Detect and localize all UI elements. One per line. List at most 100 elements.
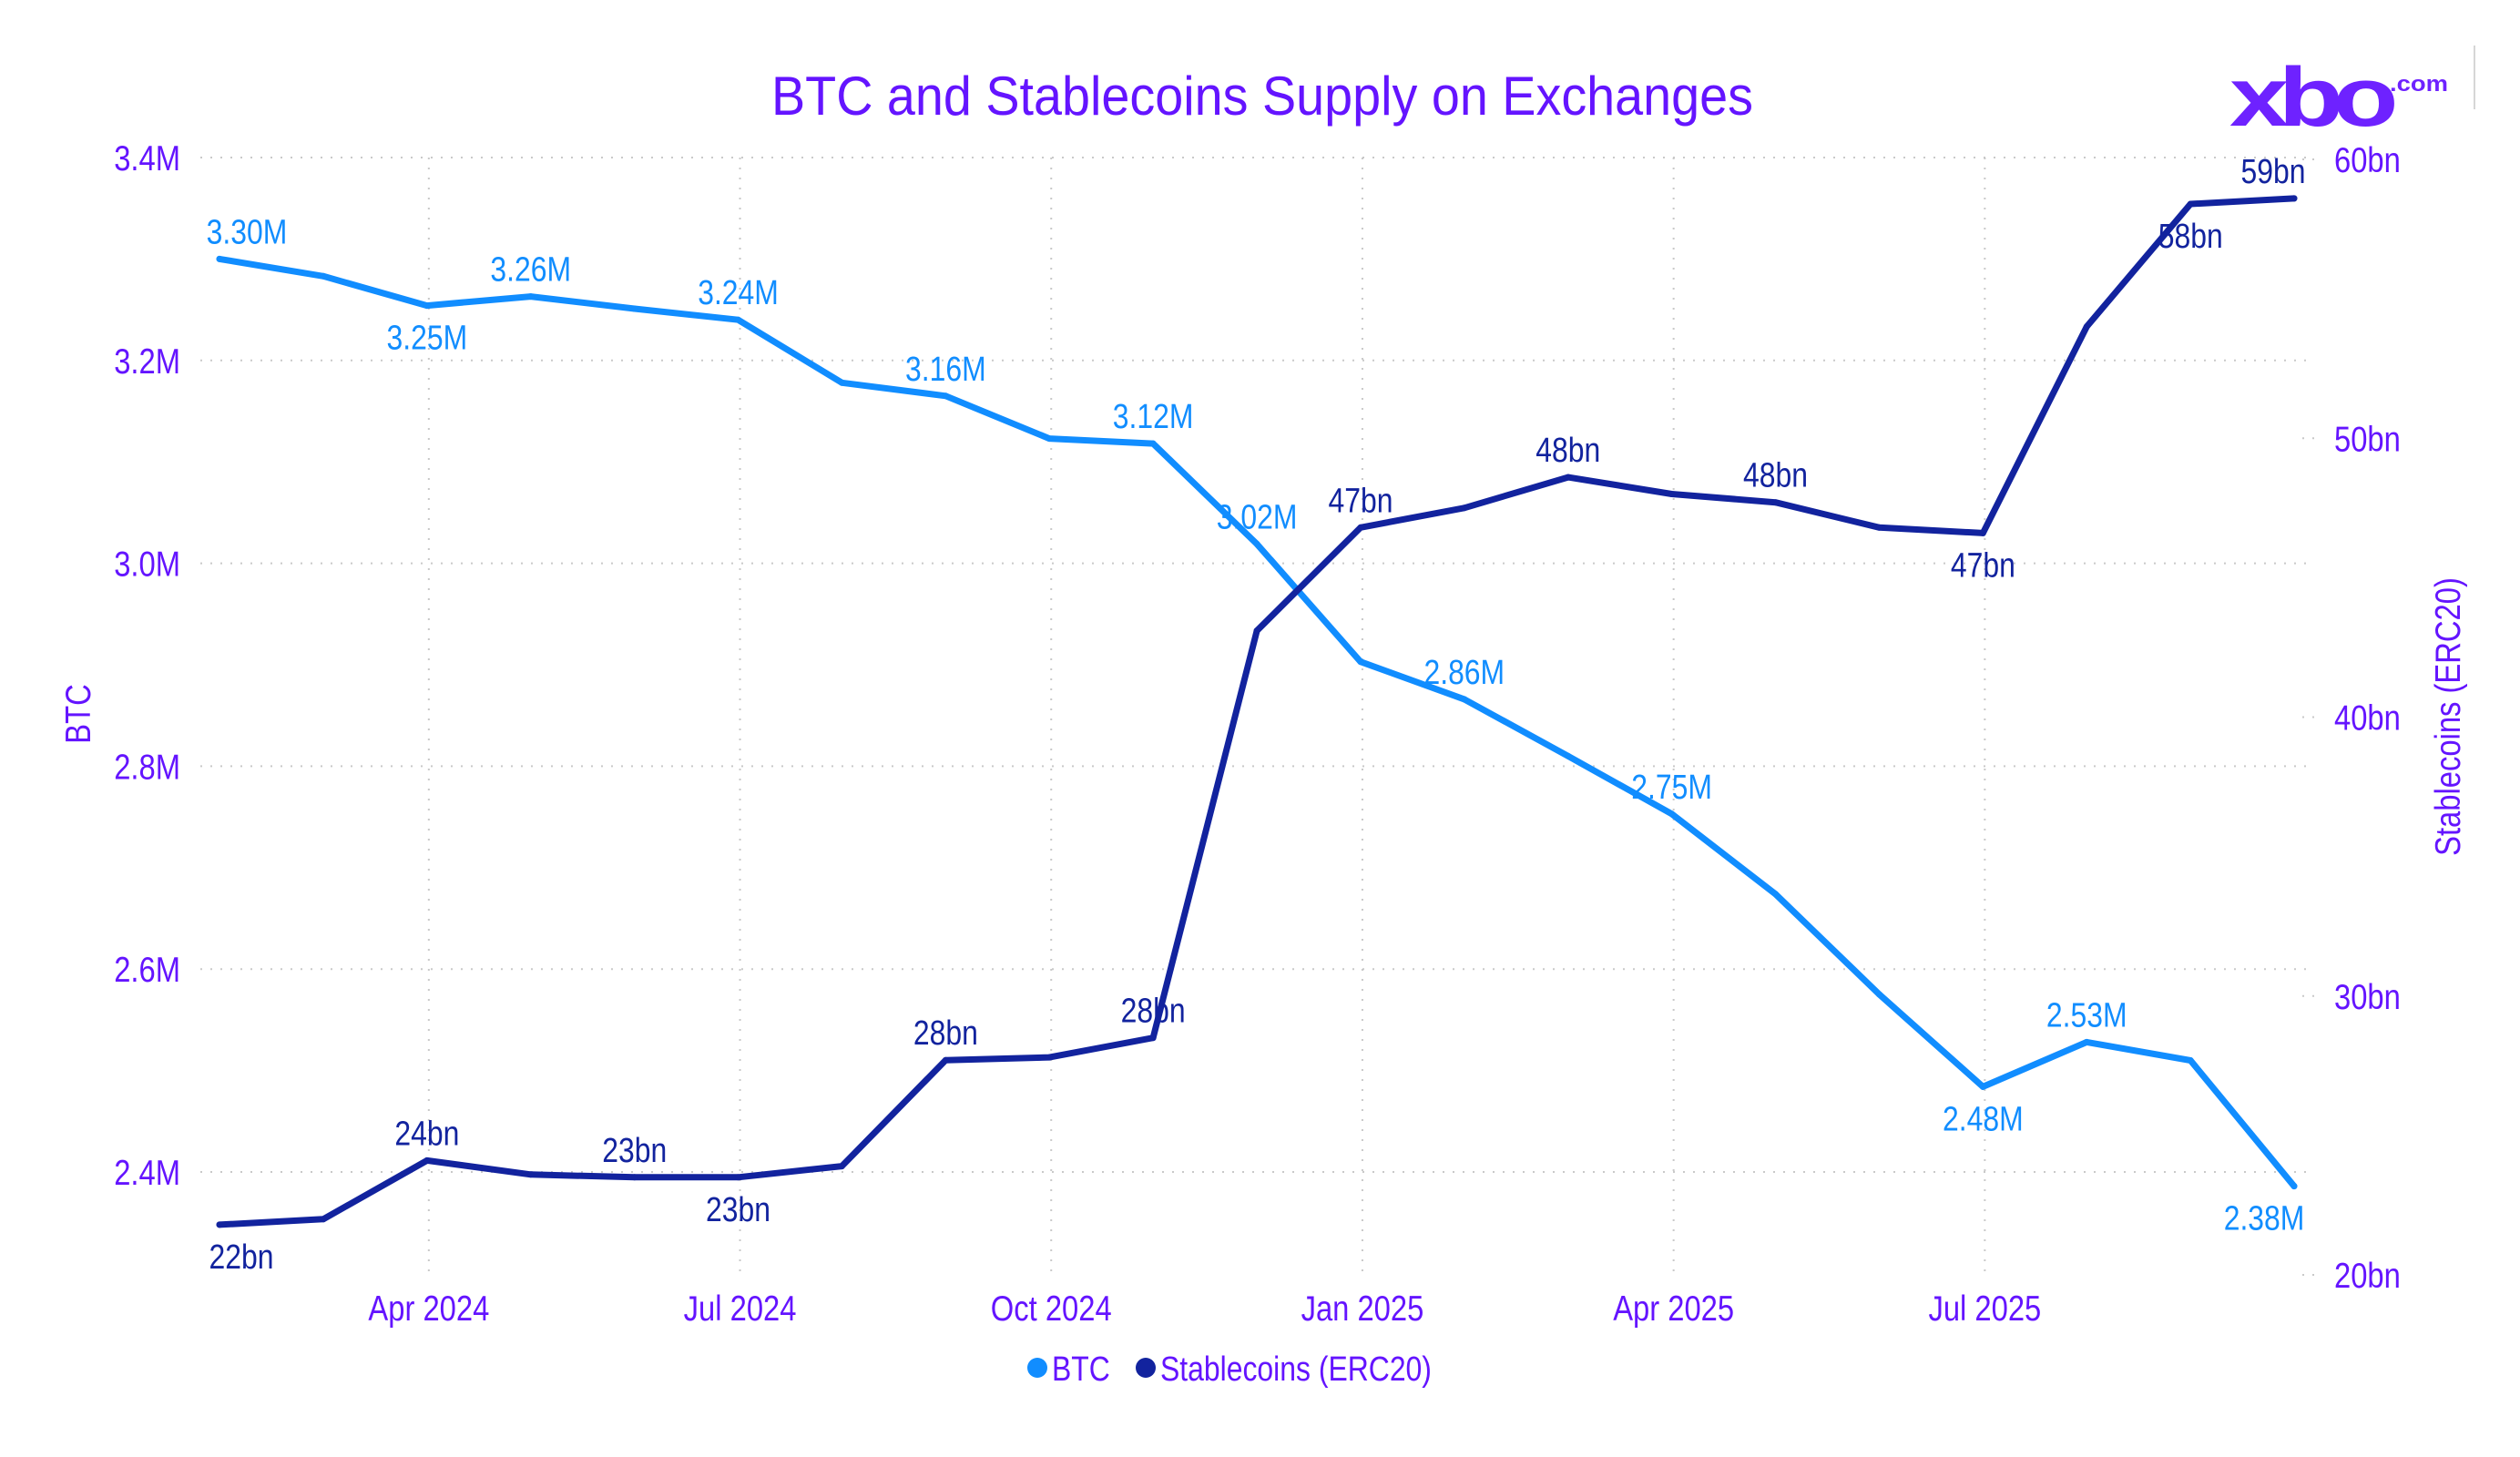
btc-data-point bbox=[2290, 1183, 2298, 1190]
y-left-tick-label: 2.6M bbox=[114, 949, 180, 989]
stablecoins-data-point bbox=[1565, 474, 1572, 481]
x-tick-label: Jul 2025 bbox=[1928, 1288, 2041, 1328]
btc-data-point bbox=[1565, 752, 1572, 759]
btc-data-point bbox=[527, 293, 535, 301]
stablecoins-data-point bbox=[1046, 1054, 1053, 1061]
data-label-layer: 3.30M3.25M3.26M3.24M3.16M3.12M3.02M2.86M… bbox=[207, 152, 2306, 1276]
stablecoins-data-label: 59bn bbox=[2241, 152, 2306, 190]
chart-title: BTC and Stablecoins Supply on Exchanges bbox=[771, 66, 1753, 127]
legend-marker-stablecoins bbox=[1136, 1358, 1156, 1378]
x-tick-label-group: Jan 2025 bbox=[1301, 1288, 1424, 1328]
stablecoins-data-label-group: 22bn bbox=[209, 1238, 274, 1276]
btc-data-label: 3.30M bbox=[207, 213, 288, 251]
y-right-tick-label-group: 20bn bbox=[2334, 1255, 2401, 1295]
stablecoins-data-point bbox=[320, 1216, 327, 1223]
stablecoins-data-label-group: 28bn bbox=[913, 1014, 978, 1053]
btc-data-label: 2.53M bbox=[2046, 996, 2127, 1034]
y-right-tick-label-group: 30bn bbox=[2334, 976, 2401, 1016]
y-left-tick-label-group: 2.6M bbox=[114, 949, 180, 989]
x-tick-label-group: Jul 2025 bbox=[1928, 1288, 2041, 1328]
y-left-tick-label: 2.4M bbox=[114, 1152, 180, 1192]
stablecoins-data-point bbox=[735, 1174, 741, 1181]
stablecoins-data-label: 48bn bbox=[1535, 432, 1600, 470]
x-tick-label: Jul 2024 bbox=[684, 1288, 797, 1328]
legend-label-btc: BTC bbox=[1052, 1350, 1110, 1388]
stablecoins-data-label-group: 48bn bbox=[1535, 432, 1600, 470]
left-axis-title-group: BTC bbox=[57, 684, 97, 743]
btc-data-point bbox=[2083, 1038, 2090, 1045]
left-axis-title: BTC bbox=[57, 684, 97, 743]
x-tick-label: Jan 2025 bbox=[1301, 1288, 1424, 1328]
stablecoins-data-point bbox=[2290, 195, 2298, 202]
btc-data-point bbox=[1772, 891, 1779, 898]
y-right-tick-label: 30bn bbox=[2334, 976, 2401, 1016]
stablecoins-data-label: 23bn bbox=[706, 1190, 770, 1228]
stablecoins-data-label: 47bn bbox=[1328, 482, 1393, 520]
x-tick-label-group: Apr 2024 bbox=[368, 1288, 489, 1328]
stablecoins-data-label: 47bn bbox=[1951, 546, 2015, 585]
btc-data-point bbox=[838, 379, 845, 386]
y-right-tick-label-group: 40bn bbox=[2334, 698, 2401, 738]
y-left-tick-label: 2.8M bbox=[114, 747, 180, 787]
btc-data-label-group: 3.16M bbox=[905, 350, 986, 388]
stablecoins-data-point bbox=[1149, 1034, 1157, 1042]
stablecoins-data-point bbox=[942, 1056, 949, 1064]
btc-data-point bbox=[1253, 540, 1260, 547]
btc-data-point bbox=[735, 316, 741, 323]
y-left-tick-label: 3.2M bbox=[114, 341, 180, 381]
stablecoins-data-label-group: 28bn bbox=[1121, 992, 1186, 1030]
y-right-tick-label: 60bn bbox=[2334, 139, 2401, 179]
stablecoins-data-label-group: 23bn bbox=[602, 1131, 667, 1169]
xbo-logo: xbo .com bbox=[2229, 51, 2448, 144]
btc-data-point bbox=[1979, 1083, 1986, 1090]
btc-data-point bbox=[1149, 440, 1157, 447]
y-left-tick-label-group: 2.4M bbox=[114, 1152, 180, 1192]
stablecoins-data-label: 22bn bbox=[209, 1238, 274, 1276]
btc-data-label: 3.24M bbox=[698, 274, 779, 312]
btc-data-label: 3.25M bbox=[387, 319, 468, 357]
x-tick-label-group: Oct 2024 bbox=[991, 1288, 1112, 1328]
x-tick-label: Apr 2025 bbox=[1613, 1288, 1734, 1328]
stablecoins-data-label: 24bn bbox=[394, 1115, 459, 1153]
legend-item-stablecoins[interactable]: Stablecoins (ERC20) bbox=[1136, 1350, 1432, 1389]
legend-label-stablecoins: Stablecoins (ERC20) bbox=[1160, 1350, 1432, 1388]
btc-data-point bbox=[423, 302, 431, 310]
x-tick-label-group: Apr 2025 bbox=[1613, 1288, 1734, 1328]
y-right-tick-label: 50bn bbox=[2334, 419, 2401, 459]
btc-data-label: 3.16M bbox=[905, 350, 986, 388]
btc-data-point bbox=[320, 272, 327, 280]
btc-data-label-group: 2.38M bbox=[2224, 1199, 2305, 1238]
stablecoins-data-point bbox=[216, 1221, 223, 1228]
y-right-tick-label-group: 60bn bbox=[2334, 139, 2401, 179]
legend: BTC Stablecoins (ERC20) bbox=[1027, 1350, 1432, 1389]
stablecoins-data-label: 58bn bbox=[2158, 217, 2223, 255]
stablecoins-data-label-group: 58bn bbox=[2158, 217, 2223, 255]
btc-data-point bbox=[1668, 810, 1676, 818]
stablecoins-data-point bbox=[2187, 200, 2194, 208]
stablecoins-data-label: 28bn bbox=[913, 1014, 978, 1053]
btc-data-label-group: 3.25M bbox=[387, 319, 468, 357]
stablecoins-data-point bbox=[1772, 499, 1779, 506]
x-tick-label-group: Jul 2024 bbox=[684, 1288, 797, 1328]
logo-domain-suffix: .com bbox=[2390, 72, 2448, 97]
btc-data-point bbox=[1046, 435, 1053, 443]
btc-data-point bbox=[942, 392, 949, 400]
btc-data-label-group: 3.26M bbox=[490, 250, 571, 289]
right-axis-title: Stablecoins (ERC20) bbox=[2427, 577, 2467, 856]
y-right-tick-label: 40bn bbox=[2334, 698, 2401, 738]
y-left-tick-label: 3.4M bbox=[114, 138, 180, 178]
btc-data-label-group: 2.86M bbox=[1423, 653, 1505, 691]
stablecoins-data-point bbox=[1668, 491, 1676, 497]
btc-data-point bbox=[1461, 696, 1468, 703]
btc-data-point bbox=[1876, 991, 1882, 998]
legend-item-btc[interactable]: BTC bbox=[1027, 1350, 1110, 1389]
stablecoins-data-label: 23bn bbox=[602, 1131, 667, 1169]
stablecoins-data-point bbox=[423, 1156, 431, 1164]
btc-data-label: 2.86M bbox=[1423, 653, 1505, 691]
btc-data-label-group: 2.48M bbox=[1943, 1100, 2024, 1138]
y-left-tick-label-group: 3.0M bbox=[114, 544, 180, 584]
stablecoins-data-label-group: 24bn bbox=[394, 1115, 459, 1153]
x-tick-label: Apr 2024 bbox=[368, 1288, 489, 1328]
btc-data-label: 3.12M bbox=[1113, 398, 1194, 436]
